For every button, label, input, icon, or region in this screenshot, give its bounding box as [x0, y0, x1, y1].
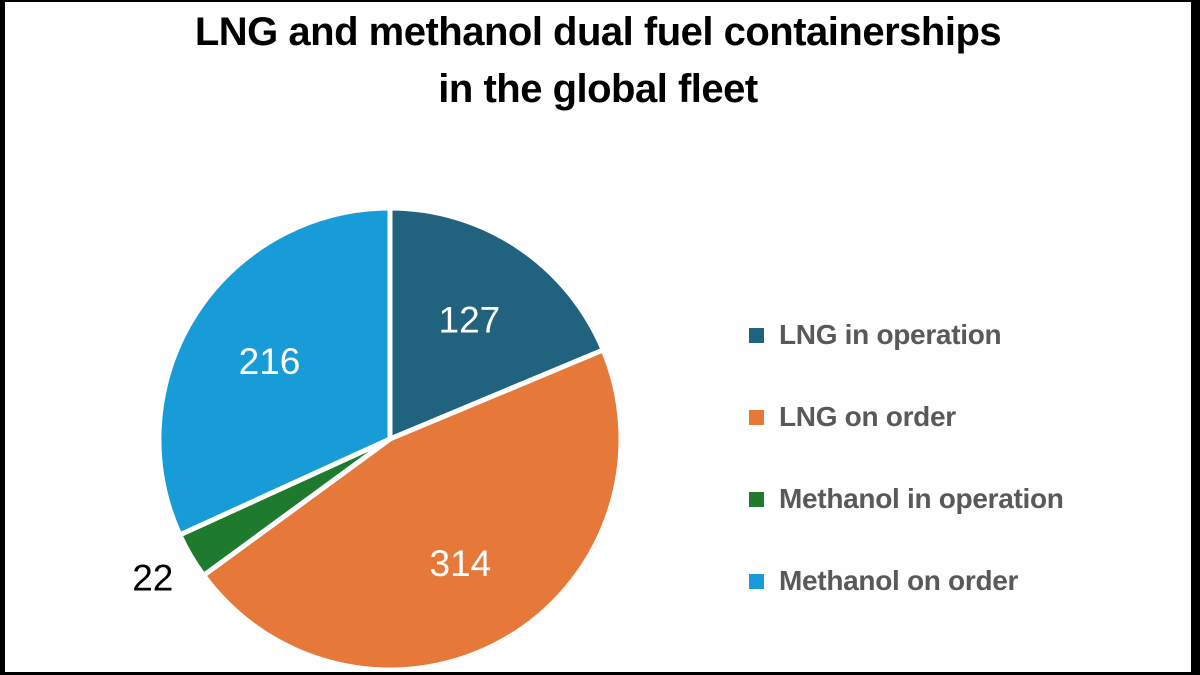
- pie-data-label-lng-on-order: 314: [430, 543, 492, 584]
- pie-data-label-methanol-on-order: 216: [239, 341, 301, 382]
- pie-slice-lng-in-operation: [387, 205, 606, 442]
- chart-title-line1: LNG and methanol dual fuel containership…: [194, 10, 1002, 54]
- legend-swatch-methanol-on-order: [749, 573, 764, 589]
- legend-item-methanol-in-operation: Methanol in operation: [749, 483, 1064, 515]
- legend-label-lng-on-order: LNG on order: [779, 401, 956, 432]
- legend-label-lng-in-operation: LNG in operation: [779, 319, 1002, 350]
- legend-item-methanol-on-order: Methanol on order: [749, 565, 1064, 597]
- legend: LNG in operation LNG on order Methanol in …: [749, 319, 1064, 597]
- legend-swatch-lng-in-operation: [749, 327, 764, 343]
- pie-data-label-methanol-in-operation: 22: [132, 557, 173, 598]
- legend-swatch-lng-on-order: [749, 409, 764, 425]
- legend-label-methanol-in-operation: Methanol in operation: [779, 483, 1064, 514]
- legend-item-lng-in-operation: LNG in operation: [749, 319, 1064, 351]
- legend-item-lng-on-order: LNG on order: [749, 401, 1064, 433]
- pie-chart: 127 314 22 216: [132, 205, 624, 672]
- pie-data-label-lng-in-operation: 127: [439, 299, 501, 340]
- chart-title-line2: in the global fleet: [438, 67, 758, 111]
- chart-title: LNG and methanol dual fuel containership…: [5, 4, 1191, 118]
- pie-slice-lng-on-order: [201, 347, 624, 672]
- legend-label-methanol-on-order: Methanol on order: [779, 565, 1019, 596]
- legend-swatch-methanol-in-operation: [749, 491, 764, 507]
- pie-slice-methanol-on-order: [156, 205, 393, 538]
